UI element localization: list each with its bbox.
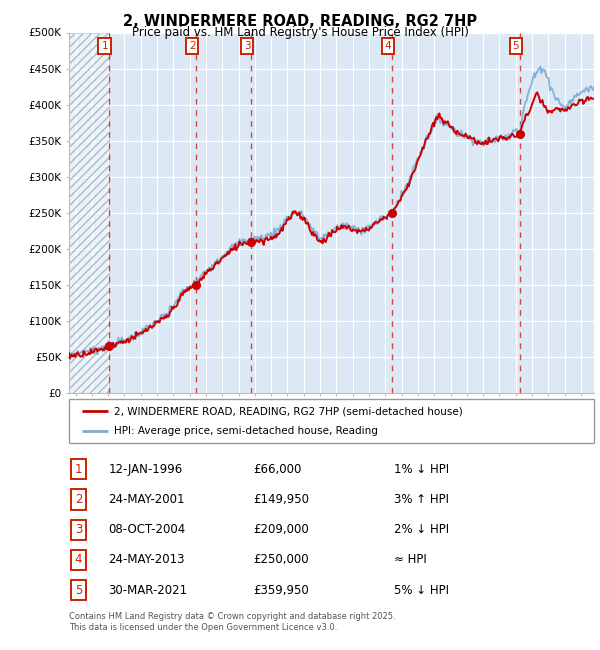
Text: 24-MAY-2013: 24-MAY-2013 — [109, 553, 185, 566]
Text: 2, WINDERMERE ROAD, READING, RG2 7HP (semi-detached house): 2, WINDERMERE ROAD, READING, RG2 7HP (se… — [113, 406, 463, 416]
Text: 1: 1 — [101, 41, 108, 51]
Text: 1: 1 — [75, 463, 82, 476]
Text: 5% ↓ HPI: 5% ↓ HPI — [395, 584, 449, 597]
Text: £209,000: £209,000 — [253, 523, 308, 536]
Text: 4: 4 — [75, 553, 82, 566]
Text: 08-OCT-2004: 08-OCT-2004 — [109, 523, 185, 536]
Text: 2: 2 — [75, 493, 82, 506]
Text: 2% ↓ HPI: 2% ↓ HPI — [395, 523, 449, 536]
Text: £66,000: £66,000 — [253, 463, 301, 476]
Text: 3: 3 — [75, 523, 82, 536]
Text: 3% ↑ HPI: 3% ↑ HPI — [395, 493, 449, 506]
Text: Contains HM Land Registry data © Crown copyright and database right 2025.
This d: Contains HM Land Registry data © Crown c… — [69, 612, 395, 632]
FancyBboxPatch shape — [69, 399, 594, 443]
Text: HPI: Average price, semi-detached house, Reading: HPI: Average price, semi-detached house,… — [113, 426, 377, 436]
Text: 3: 3 — [244, 41, 250, 51]
Text: ≈ HPI: ≈ HPI — [395, 553, 427, 566]
Text: £149,950: £149,950 — [253, 493, 309, 506]
Text: 5: 5 — [75, 584, 82, 597]
Text: 24-MAY-2001: 24-MAY-2001 — [109, 493, 185, 506]
Text: 2, WINDERMERE ROAD, READING, RG2 7HP: 2, WINDERMERE ROAD, READING, RG2 7HP — [123, 14, 477, 29]
Text: £359,950: £359,950 — [253, 584, 308, 597]
Text: 4: 4 — [385, 41, 391, 51]
Text: 5: 5 — [512, 41, 519, 51]
Text: Price paid vs. HM Land Registry's House Price Index (HPI): Price paid vs. HM Land Registry's House … — [131, 26, 469, 39]
Text: 30-MAR-2021: 30-MAR-2021 — [109, 584, 187, 597]
Text: 12-JAN-1996: 12-JAN-1996 — [109, 463, 182, 476]
Text: 1% ↓ HPI: 1% ↓ HPI — [395, 463, 449, 476]
Text: 2: 2 — [189, 41, 196, 51]
Text: £250,000: £250,000 — [253, 553, 308, 566]
